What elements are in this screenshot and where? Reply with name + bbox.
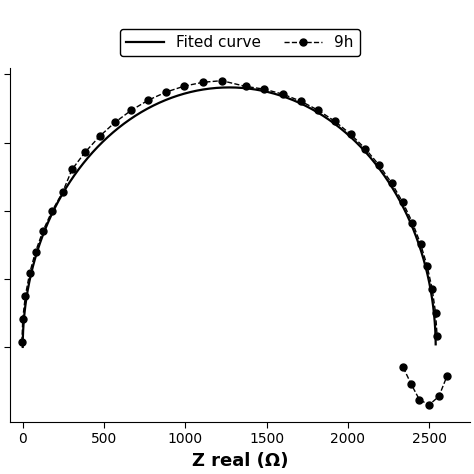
X-axis label: Z real (Ω): Z real (Ω) <box>191 452 288 470</box>
Legend: Fited curve, 9h: Fited curve, 9h <box>119 29 360 56</box>
